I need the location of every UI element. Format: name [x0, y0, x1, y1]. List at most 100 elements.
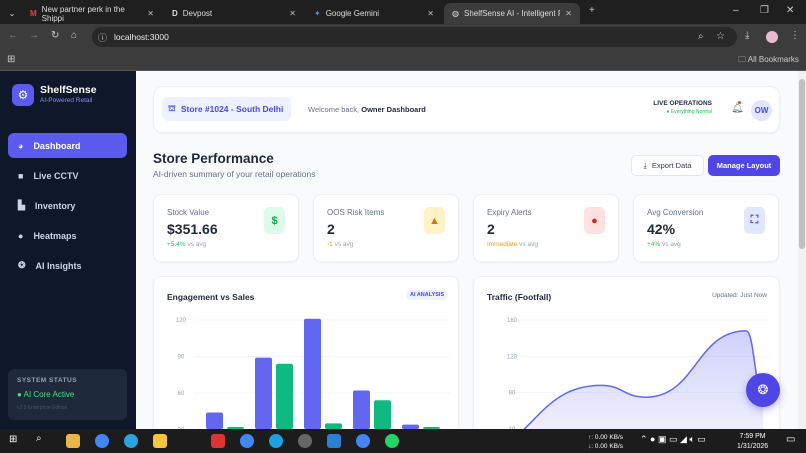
profile-avatar[interactable] [766, 31, 778, 43]
status-version: v2.5 Enterprise Edition [17, 405, 68, 411]
bar [255, 357, 272, 429]
traffic-card: Traffic (Footfall) Updated: Just Now 40 8… [473, 276, 780, 429]
windows-taskbar: ⊞ ⌕ ↑: 0.00 KB/s ↓: 0.00 KB/s ⌃ ● ▣ ▭ ◢ 🔈… [0, 429, 806, 453]
bar [374, 400, 391, 429]
star-icon[interactable]: ☆ [716, 31, 725, 42]
tab-devpost[interactable]: D Devpost ✕ [172, 9, 296, 18]
traffic-area [474, 330, 763, 429]
clock[interactable]: 7:59 PM 1/31/2026 [737, 433, 769, 450]
close-icon[interactable]: ✕ [147, 9, 154, 18]
home-icon[interactable]: ⌂ [71, 30, 78, 41]
y-tick-label: 120 [176, 318, 187, 324]
edge-icon[interactable] [269, 434, 283, 448]
traffic-line [523, 330, 764, 429]
tab-search-button[interactable]: ⌄ [8, 9, 16, 18]
whatsapp-icon[interactable] [385, 434, 399, 448]
ai-analysis-badge: AI ANALYSIS [406, 290, 449, 300]
kpi-delta: Immediate vs avg [487, 241, 538, 248]
download-icon[interactable]: ⤓ [745, 30, 750, 41]
minimize-button[interactable]: – [733, 5, 739, 16]
sidebar: ⚙ ShelfSense AI-Powered Retail ◕ Dashboar… [0, 71, 136, 429]
avatar[interactable]: OW [751, 100, 772, 121]
tab-gemini[interactable]: ✦ Google Gemini ✕ [314, 9, 434, 18]
engagement-chart: 30 60 90 120 [176, 318, 450, 429]
all-bookmarks[interactable]: 🗀 All Bookmarks [738, 55, 799, 64]
settings-icon[interactable] [298, 434, 312, 448]
sidebar-item-live-cctv[interactable]: ■ Live CCTV [18, 170, 79, 181]
kpi-value: 42% [647, 221, 676, 237]
main-content: ⛫ Store #1024 - South Delhi Welcome back,… [136, 71, 798, 429]
telegram-icon[interactable] [124, 434, 138, 448]
kpi-delta: -1 vs avg [327, 241, 354, 248]
gmail-icon: M [30, 9, 37, 18]
live-operations: LIVE OPERATIONS ● Everything Normal [653, 100, 712, 115]
y-tick-label: 60 [178, 391, 185, 397]
export-data-button[interactable]: ⤓ Export Data [631, 155, 704, 176]
address-bar-row: ← → ↻ ⌂ localhost:3000 ⓘ ⌕ ☆ ⤓ ⋮ [0, 24, 806, 50]
flame-icon: ● [18, 230, 24, 241]
traffic-chart: 40 80 120 160 [474, 318, 770, 429]
vscode-icon[interactable] [327, 434, 341, 448]
url-input[interactable]: localhost:3000 ⓘ ⌕ ☆ [92, 27, 737, 47]
app-icon[interactable] [211, 434, 225, 448]
status-title: SYSTEM STATUS [17, 377, 78, 384]
tab-shelfsense[interactable]: ◍ShelfSense AI - Intelligent Retai✕ [444, 3, 580, 24]
reload-icon[interactable]: ↻ [51, 30, 60, 41]
bell-icon[interactable]: 🔔︎ [731, 101, 744, 114]
search-icon[interactable]: ⌕ [36, 433, 42, 444]
start-icon[interactable]: ⊞ [9, 434, 18, 445]
status-state: ● AI Core Active [17, 390, 75, 399]
kpi-card: Expiry Alerts 2 Immediate vs avg ● [473, 194, 619, 262]
sidebar-item-ai-insights[interactable]: ❂ AI Insights [18, 260, 82, 271]
bar [353, 390, 370, 429]
y-tick-label: 40 [509, 427, 516, 429]
sidebar-item-dashboard[interactable]: ◕ Dashboard [8, 133, 127, 158]
store-selector[interactable]: ⛫ Store #1024 - South Delhi [162, 97, 291, 121]
y-tick-label: 80 [509, 391, 516, 397]
boxes-icon: ▙ [18, 200, 25, 210]
forward-icon[interactable]: → [29, 30, 39, 41]
chrome-icon[interactable] [240, 434, 254, 448]
kpi-value: 2 [487, 221, 495, 237]
apps-icon[interactable]: ⊞ [7, 54, 16, 65]
page-title: Store Performance [153, 151, 274, 166]
pie-chart-icon: ◕ [18, 140, 24, 151]
site-info-icon[interactable]: ⓘ [98, 33, 108, 43]
kpi-card: Stock Value $351.66 +5.4% vs avg $ [153, 194, 299, 262]
zoom-icon[interactable]: ⌕ [698, 31, 704, 42]
kpi-value: $351.66 [167, 221, 218, 237]
kpi-value: 2 [327, 221, 335, 237]
chrome-icon[interactable] [95, 434, 109, 448]
restore-button[interactable]: ❐ [760, 5, 769, 16]
download-icon: ⤓ [643, 160, 647, 170]
brain-icon: ❂ [18, 260, 26, 270]
new-tab-button[interactable]: + [589, 5, 595, 16]
manage-layout-button[interactable]: Manage Layout [708, 155, 780, 176]
kpi-label: OOS Risk Items [327, 208, 385, 217]
system-tray-icons[interactable]: ⌃ ● ▣ ▭ ◢ 🔈︎ ▭ [640, 434, 706, 444]
page-scrollbar[interactable] [798, 71, 806, 429]
file-explorer-icon[interactable] [66, 434, 80, 448]
engagement-title: Engagement vs Sales [167, 292, 255, 302]
back-icon[interactable]: ← [8, 30, 18, 41]
kpi-card: Avg Conversion 42% +4% vs avg ⛶ [633, 194, 779, 262]
close-icon[interactable]: ✕ [427, 9, 434, 18]
ai-assistant-fab[interactable]: ❂ [746, 373, 780, 407]
welcome-text: Welcome back, Owner Dashboard [308, 105, 426, 114]
kpi-label: Stock Value [167, 208, 210, 217]
y-tick-label: 120 [507, 354, 518, 360]
close-icon[interactable]: ✕ [289, 9, 296, 18]
tab-gmail[interactable]: M New partner perk in the Shippi ✕ [30, 4, 154, 23]
sticky-notes-icon[interactable] [153, 434, 167, 448]
network-speed: ↑: 0.00 KB/s ↓: 0.00 KB/s [588, 434, 624, 450]
close-icon[interactable]: ✕ [565, 9, 572, 18]
sidebar-item-heatmaps[interactable]: ● Heatmaps [18, 230, 77, 241]
notifications-icon[interactable]: ▭ [786, 434, 796, 445]
warning-icon: ▲ [424, 207, 445, 234]
close-window-button[interactable]: ✕ [786, 5, 795, 16]
sidebar-item-inventory[interactable]: ▙ Inventory [18, 200, 76, 211]
bar [276, 363, 293, 429]
chrome-icon[interactable] [356, 434, 370, 448]
menu-icon[interactable]: ⋮ [790, 30, 800, 41]
globe-icon: ◍ [452, 9, 459, 18]
